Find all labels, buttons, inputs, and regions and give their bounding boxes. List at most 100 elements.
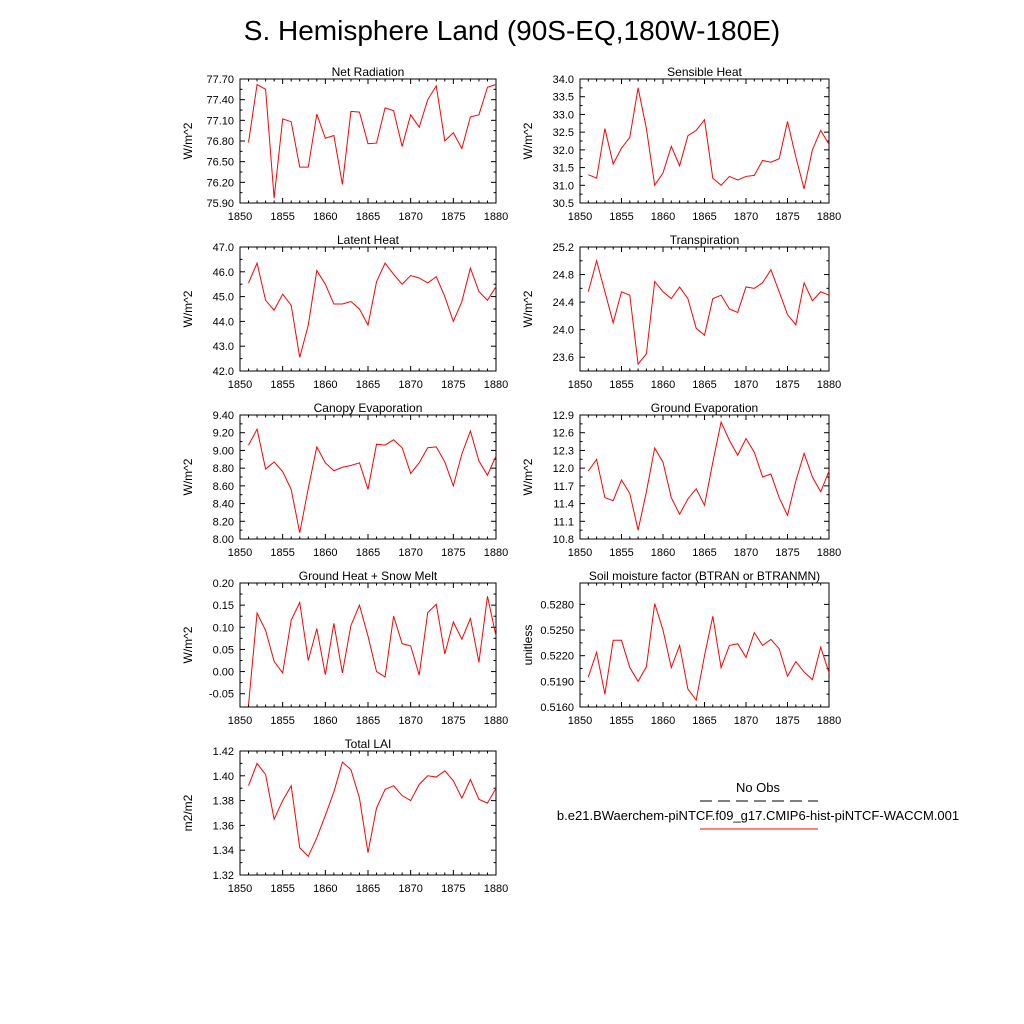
- x-tick-label: 1880: [484, 715, 508, 727]
- y-axis-label: unitless: [521, 625, 535, 666]
- y-tick-label: 11.4: [553, 499, 574, 511]
- y-tick-label: 8.20: [213, 516, 234, 528]
- x-tick-label: 1860: [313, 715, 337, 727]
- x-tick-label: 1880: [484, 883, 508, 895]
- plot-frame: [239, 414, 497, 540]
- y-tick-label: 8.60: [213, 481, 234, 493]
- y-tick-label: 43.0: [213, 341, 234, 353]
- y-axis-label: m2/m2: [181, 794, 195, 831]
- series-line: [248, 761, 497, 858]
- x-tick-label: 1865: [692, 379, 716, 391]
- panel-title: Net Radiation: [332, 65, 405, 79]
- x-tick-label: 1875: [441, 547, 465, 559]
- x-tick-label: 1860: [651, 379, 675, 391]
- x-tick-label: 1855: [270, 883, 294, 895]
- x-tick-label: 1850: [568, 211, 592, 223]
- x-tick-label: 1870: [734, 211, 758, 223]
- x-tick-label: 1855: [270, 379, 294, 391]
- x-tick-label: 1855: [609, 379, 633, 391]
- series-line: [588, 87, 830, 189]
- y-tick-label: 0.15: [213, 600, 234, 612]
- y-tick-label: 9.40: [213, 410, 234, 422]
- panels: Net Radiation W/m^2 1850 1855 1860 1865 1870 18…: [181, 65, 841, 895]
- panel-title: Ground Heat + Snow Melt: [299, 569, 438, 583]
- series-line: [587, 258, 830, 366]
- y-tick-label: 1.34: [213, 845, 234, 857]
- x-tick-label: 1875: [441, 715, 465, 727]
- y-tick-label: 75.90: [206, 198, 234, 210]
- y-tick-label: 0.5190: [540, 676, 574, 688]
- y-tick-label: 76.50: [206, 157, 234, 169]
- x-tick-label: 1865: [356, 379, 380, 391]
- y-tick-label: 1.32: [213, 870, 234, 882]
- plot-frame: [579, 582, 830, 708]
- y-axis-label: W/m^2: [521, 458, 535, 495]
- plot-frame: [579, 414, 830, 540]
- x-tick-label: 1865: [692, 547, 716, 559]
- x-tick-label: 1865: [692, 211, 716, 223]
- x-tick-label: 1875: [775, 379, 799, 391]
- series-line: [248, 83, 497, 199]
- y-tick-label: 1.40: [213, 771, 234, 783]
- y-tick-label: 12.3: [553, 445, 574, 457]
- x-tick-label: 1875: [775, 547, 799, 559]
- x-tick-label: 1880: [817, 715, 841, 727]
- x-tick-label: 1850: [228, 379, 252, 391]
- y-tick-label: 25.2: [553, 242, 574, 254]
- panel-6: Ground Heat + Snow Melt W/m^2 1850 1855 1860…: [181, 569, 508, 727]
- y-tick-label: 23.6: [553, 352, 574, 364]
- y-tick-label: 44.0: [213, 316, 234, 328]
- x-tick-label: 1850: [568, 547, 592, 559]
- y-tick-label: 42.0: [213, 366, 234, 378]
- y-tick-label: 9.20: [213, 428, 234, 440]
- x-tick-label: 1880: [817, 547, 841, 559]
- y-tick-label: 31.0: [553, 180, 574, 192]
- y-tick-label: -0.05: [209, 689, 234, 701]
- x-tick-label: 1850: [228, 715, 252, 727]
- y-axis-label: W/m^2: [181, 458, 195, 495]
- x-tick-label: 1880: [484, 547, 508, 559]
- y-tick-label: 24.4: [553, 297, 574, 309]
- y-axis-label: W/m^2: [181, 122, 195, 159]
- legend-obs-label: No Obs: [736, 780, 781, 795]
- y-tick-label: 0.20: [213, 578, 234, 590]
- series-line: [587, 603, 830, 702]
- y-tick-label: 10.8: [553, 534, 574, 546]
- x-tick-label: 1870: [398, 547, 422, 559]
- x-tick-label: 1855: [609, 547, 633, 559]
- y-axis-label: W/m^2: [181, 290, 195, 327]
- series-line: [248, 427, 497, 533]
- x-tick-label: 1850: [228, 547, 252, 559]
- panel-2: Latent Heat W/m^2 1850 1855 1860 1865 1870 1875…: [181, 233, 508, 391]
- panel-0: Net Radiation W/m^2 1850 1855 1860 1865 1870 18…: [181, 65, 508, 223]
- x-tick-label: 1860: [313, 547, 337, 559]
- series-line: [587, 420, 830, 531]
- x-tick-label: 1880: [484, 211, 508, 223]
- x-tick-label: 1865: [692, 715, 716, 727]
- legend: No Obs b.e21.BWaerchem-piNTCF.f09_g17.CM…: [557, 780, 959, 830]
- panel-3: Transpiration W/m^2 1850 1855 1860 1865 1870 18…: [521, 233, 841, 391]
- y-tick-label: 1.36: [213, 820, 234, 832]
- x-tick-label: 1850: [568, 715, 592, 727]
- y-axis-label: W/m^2: [521, 122, 535, 159]
- y-tick-label: 9.00: [213, 445, 234, 457]
- plot-frame: [239, 246, 497, 372]
- y-tick-label: 31.5: [553, 163, 574, 175]
- x-tick-label: 1850: [228, 883, 252, 895]
- x-tick-label: 1875: [441, 211, 465, 223]
- panel-4: Canopy Evaporation W/m^2 1850 1855 1860 1865 1…: [181, 401, 508, 559]
- x-tick-label: 1860: [313, 211, 337, 223]
- x-tick-label: 1870: [734, 547, 758, 559]
- y-tick-label: 0.05: [213, 644, 234, 656]
- y-tick-label: 8.40: [213, 499, 234, 511]
- y-tick-label: 77.10: [206, 115, 234, 127]
- panel-title: Canopy Evaporation: [314, 401, 423, 415]
- legend-model-label: b.e21.BWaerchem-piNTCF.f09_g17.CMIP6-his…: [557, 808, 959, 823]
- x-tick-label: 1855: [270, 715, 294, 727]
- x-tick-label: 1880: [484, 379, 508, 391]
- x-tick-label: 1875: [775, 715, 799, 727]
- x-tick-label: 1875: [775, 211, 799, 223]
- x-tick-label: 1870: [398, 715, 422, 727]
- y-tick-label: 33.0: [553, 109, 574, 121]
